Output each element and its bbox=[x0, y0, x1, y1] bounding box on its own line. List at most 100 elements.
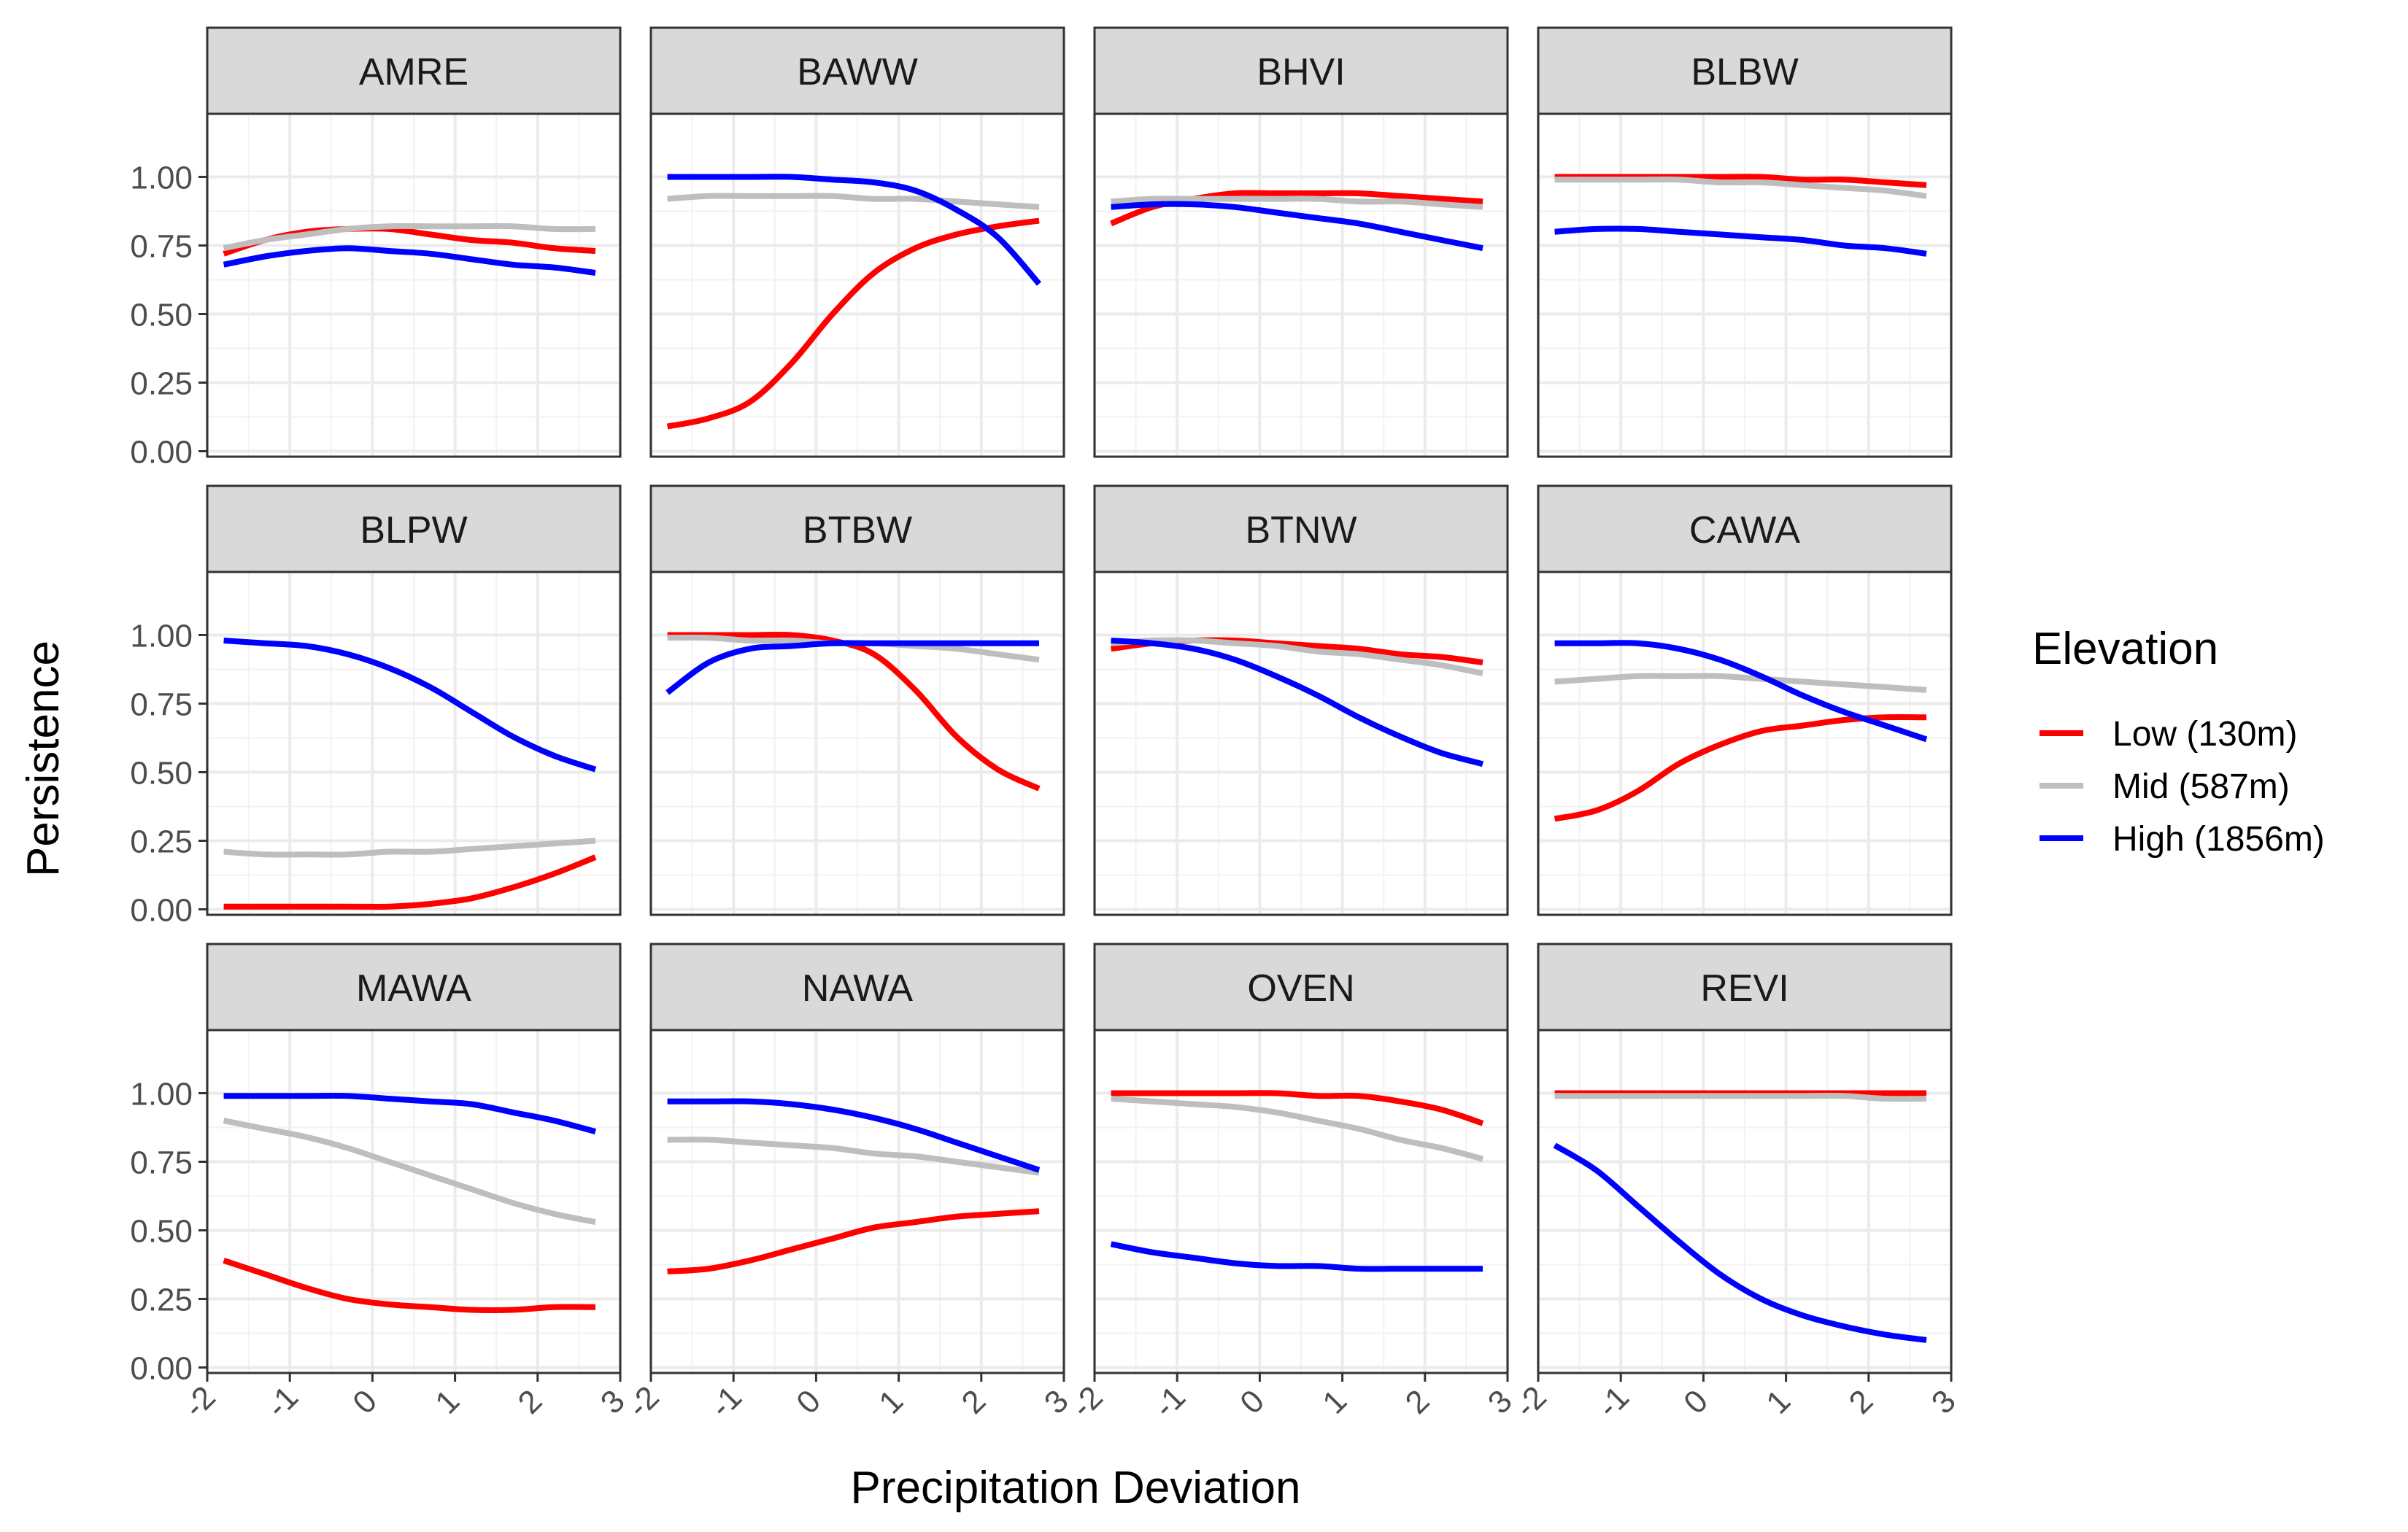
y-tick-label: 1.00 bbox=[130, 618, 193, 654]
facet-label: OVEN bbox=[1247, 967, 1354, 1010]
series-line-mid bbox=[1111, 637, 1483, 677]
facet-label: BTBW bbox=[803, 509, 912, 552]
y-tick-label: 0.75 bbox=[130, 686, 193, 722]
facet-baww: BAWW bbox=[649, 26, 1065, 458]
legend-title: Elevation bbox=[2032, 624, 2218, 674]
facet-oven: OVEN-2 -1 0 1 2 3 bbox=[1065, 943, 1519, 1425]
legend-label: Mid (587m) bbox=[2112, 767, 2290, 806]
facet-strip bbox=[206, 484, 622, 573]
legend-label: Low (130m) bbox=[2112, 715, 2297, 754]
facet-label: AMRE bbox=[359, 51, 468, 93]
series-line-mid bbox=[1554, 1092, 1927, 1102]
facet-label: CAWA bbox=[1689, 509, 1800, 552]
panel-border bbox=[1537, 1029, 1953, 1374]
facet-strip bbox=[649, 484, 1065, 573]
panel-border bbox=[649, 1029, 1065, 1374]
facet-strip bbox=[1537, 26, 1953, 115]
facet-btbw: BTBW bbox=[649, 484, 1065, 916]
facet-strip bbox=[206, 26, 622, 115]
y-tick-label: 0.75 bbox=[130, 228, 193, 264]
series-line-high bbox=[1554, 640, 1928, 743]
y-tick-label: 0.50 bbox=[130, 1213, 193, 1249]
facet-label: REVI bbox=[1700, 967, 1788, 1010]
series-line-high bbox=[1554, 225, 1927, 257]
facet-amre: AMRE 0.00 0.25 0.50 0.75 1.00 bbox=[130, 26, 622, 470]
series-line-mid bbox=[1554, 673, 1927, 693]
series-line-high bbox=[665, 640, 1039, 695]
facet-strip bbox=[649, 943, 1065, 1032]
facet-strip bbox=[1093, 484, 1509, 573]
panel-border bbox=[206, 570, 622, 916]
y-tick-label: 1.00 bbox=[130, 1076, 193, 1112]
y-tick-label: 0.00 bbox=[130, 892, 193, 928]
series-line-high bbox=[1110, 1241, 1483, 1272]
facet-strip bbox=[1537, 943, 1953, 1032]
panel-border bbox=[649, 570, 1065, 916]
y-tick-label: 0.00 bbox=[130, 434, 193, 470]
series-line-high bbox=[1111, 201, 1483, 252]
panel-border bbox=[1093, 1029, 1509, 1374]
facet-strip bbox=[1093, 943, 1509, 1032]
panel-border bbox=[1093, 112, 1509, 458]
series-line-low bbox=[223, 1258, 596, 1313]
series-line-mid bbox=[223, 223, 596, 252]
facet-blpw: BLPW 0.00 0.25 0.50 0.75 1.00 bbox=[130, 484, 622, 928]
facet-strip bbox=[649, 26, 1065, 115]
facet-cawa: CAWA bbox=[1537, 484, 1953, 916]
y-tick-label: 0.25 bbox=[130, 824, 193, 859]
series-line-high bbox=[667, 174, 1042, 286]
series-line-low bbox=[667, 1208, 1040, 1274]
panel-border bbox=[206, 112, 622, 458]
facet-label: NAWA bbox=[802, 967, 913, 1010]
series-line-mid bbox=[667, 193, 1040, 210]
panel-border bbox=[1537, 570, 1953, 916]
x-axis-title: Precipitation Deviation bbox=[851, 1463, 1301, 1513]
series-line-high bbox=[223, 245, 596, 276]
series-line-high bbox=[1111, 638, 1484, 767]
series-line-high bbox=[1553, 1142, 1927, 1343]
facet-nawa: NAWA-2 -1 0 1 2 3 bbox=[621, 943, 1076, 1425]
y-axis-title: Persistence bbox=[18, 641, 69, 877]
facet-panels: AMRE 0.00 0.25 0.50 0.75 1.00 BAWW BHVI BLBW BLPW… bbox=[130, 26, 1963, 1425]
y-tick-label: 0.50 bbox=[130, 755, 193, 791]
y-tick-label: 0.25 bbox=[130, 365, 193, 401]
series-line-mid bbox=[1111, 1096, 1484, 1162]
facet-label: BHVI bbox=[1257, 51, 1345, 93]
series-line-mid bbox=[1111, 196, 1483, 210]
series-line-mid bbox=[1554, 176, 1927, 199]
series-line-high bbox=[223, 1092, 597, 1134]
series-line-low bbox=[1111, 1090, 1484, 1126]
facet-label: BAWW bbox=[797, 51, 918, 93]
y-tick-label: 1.00 bbox=[130, 160, 193, 196]
facet-bhvi: BHVI bbox=[1093, 26, 1509, 458]
facet-btnw: BTNW bbox=[1093, 484, 1509, 916]
facet-blbw: BLBW bbox=[1537, 26, 1953, 458]
legend-label: High (1856m) bbox=[2112, 820, 2325, 859]
facet-strip bbox=[1093, 26, 1509, 115]
facet-label: BLBW bbox=[1691, 51, 1798, 93]
series-line-low bbox=[667, 631, 1041, 792]
series-line-mid bbox=[223, 837, 596, 858]
series-line-high bbox=[667, 1098, 1041, 1173]
y-tick-label: 0.00 bbox=[130, 1350, 193, 1386]
panel-border bbox=[649, 112, 1065, 458]
facet-strip bbox=[1537, 484, 1953, 573]
facet-label: BTNW bbox=[1245, 509, 1357, 552]
series-line-low bbox=[666, 217, 1040, 430]
y-tick-label: 0.25 bbox=[130, 1282, 193, 1318]
panel-border bbox=[1537, 112, 1953, 458]
y-tick-label: 0.75 bbox=[130, 1145, 193, 1180]
series-line-low bbox=[223, 854, 597, 910]
panel-border bbox=[1093, 570, 1509, 916]
y-tick-label: 0.50 bbox=[130, 297, 193, 333]
series-line-high bbox=[223, 638, 597, 773]
legend: Elevation Low (130m) Mid (587m) High (1856… bbox=[2032, 624, 2325, 859]
facet-label: MAWA bbox=[356, 967, 471, 1010]
facet-label: BLPW bbox=[360, 509, 467, 552]
facet-revi: REVI-2 -1 0 1 2 3 bbox=[1508, 943, 1963, 1425]
series-line-mid bbox=[667, 1137, 1040, 1176]
panel-border bbox=[206, 1029, 622, 1374]
facet-strip bbox=[206, 943, 622, 1032]
